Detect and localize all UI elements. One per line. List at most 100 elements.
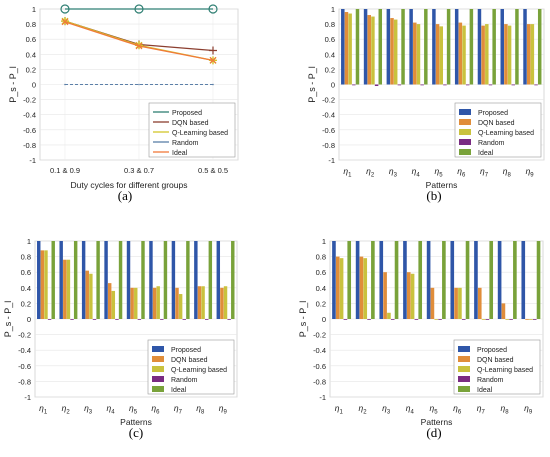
- y-tick-label: 0.8: [26, 20, 36, 29]
- bar: [526, 24, 531, 85]
- legend-swatch: [458, 346, 470, 352]
- bar: [424, 9, 428, 85]
- legend-entry: DQN based: [171, 357, 208, 364]
- data-point: [209, 56, 217, 64]
- bar: [450, 241, 455, 319]
- x-tick-label: η8: [500, 403, 509, 416]
- bar: [525, 319, 529, 320]
- bar: [104, 241, 108, 319]
- y-tick-label: 0.4: [316, 284, 326, 293]
- bar: [160, 319, 164, 320]
- bar: [156, 286, 160, 319]
- y-tick-label: 1: [331, 5, 335, 14]
- x-tick-label: η8: [196, 403, 205, 416]
- bar: [134, 287, 138, 319]
- y-tick-label: -1: [29, 156, 36, 165]
- bar: [532, 319, 537, 320]
- y-tick-label: 0: [331, 81, 335, 90]
- y-axis-label: P_s - P_l: [3, 301, 13, 338]
- bar: [378, 9, 383, 85]
- bar: [92, 319, 97, 320]
- legend-swatch: [152, 346, 164, 352]
- y-tick-label: -0.8: [322, 141, 335, 150]
- bar: [51, 241, 55, 319]
- y-tick-label: 0.2: [21, 299, 31, 308]
- bar: [410, 273, 415, 319]
- bar: [194, 241, 198, 319]
- bar: [63, 259, 67, 319]
- y-tick-label: 0.4: [325, 50, 335, 59]
- bar: [371, 16, 375, 85]
- legend: Proposed DQN based Q-Learning based Random I…: [454, 102, 542, 158]
- legend-entry: Q-Learning based: [172, 130, 228, 137]
- legend-entry: Random: [478, 140, 505, 147]
- legend-entry: DQN based: [478, 120, 515, 127]
- x-tick-label: 0.1 & 0.9: [50, 166, 80, 175]
- y-tick-label: 1: [32, 5, 36, 14]
- bar: [529, 319, 533, 320]
- bar: [477, 9, 482, 85]
- legend-swatch: [459, 119, 471, 125]
- y-tick-label: -1: [319, 393, 326, 402]
- bar: [504, 24, 508, 85]
- legend-swatch: [152, 366, 164, 372]
- bar: [397, 84, 402, 86]
- x-axis-label: Duty cycles for different groups: [70, 180, 187, 190]
- x-tick-label: η2: [366, 166, 375, 179]
- panel-c: 1 0.8 0.6 0.4 0.2 0 -0.2 -0.4 -0.6 -0.8 -1 P_s - P_…: [3, 237, 238, 440]
- panel-d: 1 0.8 0.6 0.4 0.2 0 -0.2 -0.4 -0.6 -0.8 -1 P_s - P_…: [298, 237, 544, 440]
- bar: [474, 241, 478, 319]
- y-tick-label: -0.2: [322, 96, 335, 105]
- bar: [96, 241, 100, 319]
- bar: [85, 270, 89, 319]
- x-tick-label: η4: [412, 166, 421, 179]
- legend-entry: DQN based: [172, 120, 209, 127]
- bar: [443, 84, 447, 86]
- bar: [70, 319, 74, 320]
- data-point: [209, 46, 217, 55]
- bar: [511, 84, 516, 86]
- y-tick-label: 0.2: [26, 65, 36, 74]
- bar: [492, 9, 496, 85]
- bar: [446, 9, 451, 85]
- bar: [374, 84, 379, 87]
- legend-entry: Random: [172, 140, 199, 147]
- data-point: [60, 4, 70, 14]
- bar: [489, 241, 494, 319]
- bar: [530, 24, 535, 85]
- bar: [390, 18, 394, 85]
- bar: [171, 241, 176, 319]
- bar: [89, 273, 93, 319]
- bar: [216, 241, 221, 319]
- legend-swatch: [152, 386, 164, 392]
- bar: [534, 84, 538, 86]
- bar: [537, 9, 542, 85]
- bar: [149, 241, 153, 319]
- panel-caption: (c): [129, 425, 143, 440]
- bar: [458, 22, 463, 85]
- bar: [363, 9, 368, 85]
- bar: [223, 286, 228, 319]
- x-tick-label: η5: [129, 403, 138, 416]
- x-tick-label: η3: [389, 166, 398, 179]
- bar: [118, 241, 123, 319]
- bar: [107, 283, 112, 319]
- x-tick-label: η3: [382, 403, 391, 416]
- legend-swatch: [459, 149, 471, 155]
- bar: [44, 250, 48, 319]
- bar: [507, 25, 512, 85]
- bar: [344, 12, 349, 85]
- bar: [536, 241, 541, 319]
- bar: [513, 241, 517, 319]
- legend-entry: Proposed: [171, 347, 201, 354]
- legend-swatch: [458, 386, 470, 392]
- bar: [335, 256, 340, 319]
- panel-b: 1 0.8 0.6 0.4 0.2 0 -0.2 -0.4 -0.6 -0.8 -1 P_s - P_…: [307, 5, 545, 203]
- legend-swatch: [152, 376, 164, 382]
- y-tick-label: -0.4: [23, 111, 36, 120]
- bar: [332, 241, 336, 319]
- data-point: [64, 83, 66, 86]
- y-tick-label: 0.4: [21, 284, 31, 293]
- legend-entry: Ideal: [478, 150, 494, 157]
- bar: [383, 272, 387, 319]
